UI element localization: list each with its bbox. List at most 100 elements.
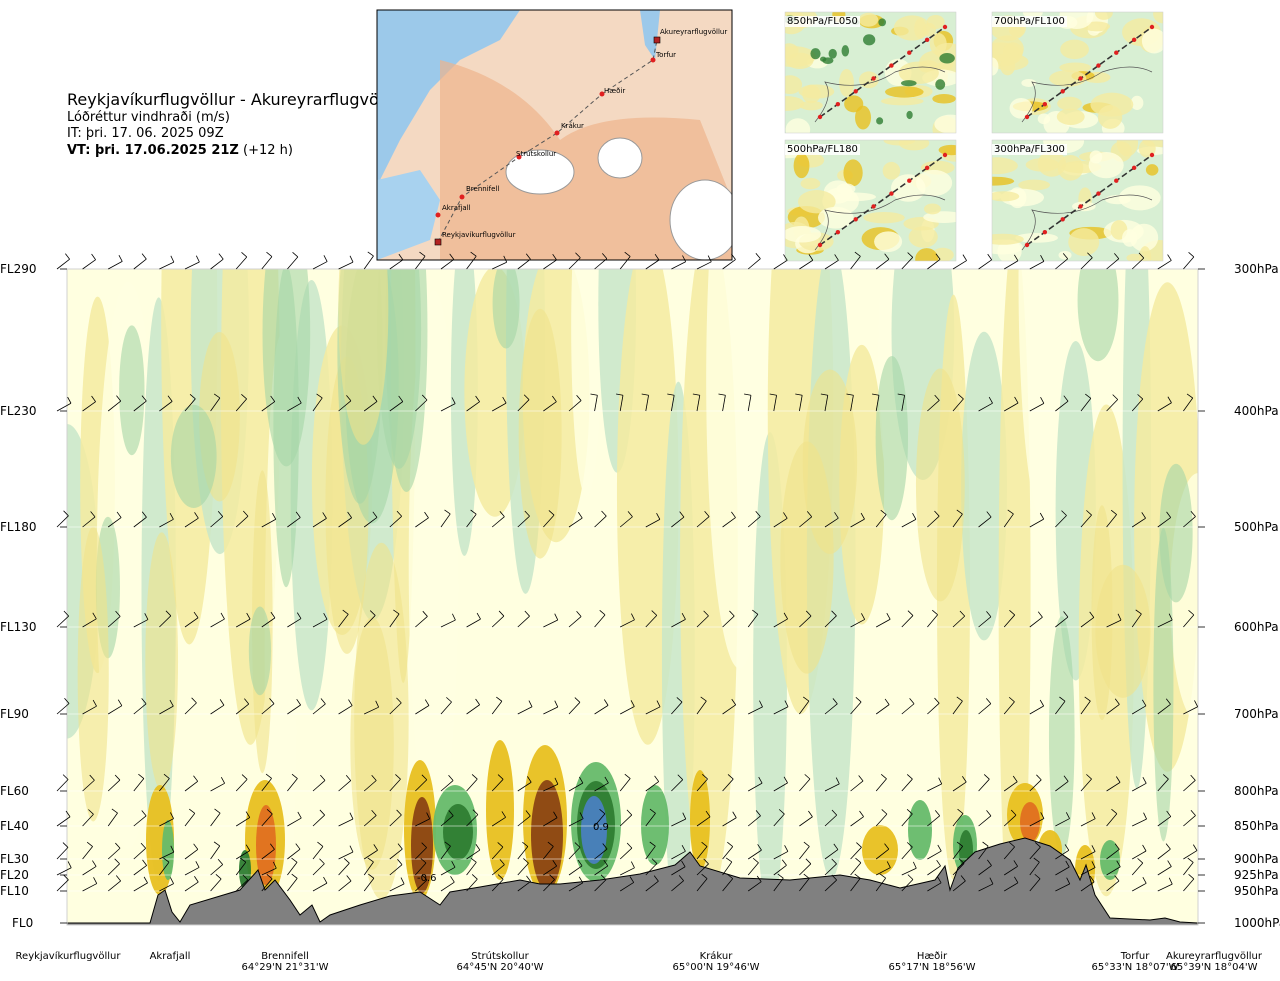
wind-barb-flag (982, 841, 989, 847)
wind-barb-flag (245, 844, 251, 851)
wind-barb (747, 810, 761, 827)
wind-barb (82, 774, 95, 792)
wind-barb-staff (543, 846, 554, 860)
field-cell (486, 740, 514, 880)
wind-barb-flag (239, 857, 247, 863)
wind-barb-staff (287, 817, 302, 827)
inset-field-blob (992, 157, 1018, 175)
ylabel-left-0: FL290 (0, 262, 37, 276)
wind-barb-flag (1192, 844, 1198, 851)
wind-barb (722, 774, 734, 792)
field-column (998, 269, 1031, 925)
wind-barb (1080, 393, 1092, 412)
wind-barb-flag (806, 511, 813, 518)
wind-barb-flag (1112, 394, 1118, 400)
wind-barb (492, 396, 507, 412)
wind-barb-staff (1157, 619, 1173, 628)
wind-barb-flag (654, 253, 660, 261)
wind-barb-staff (389, 778, 401, 792)
wind-barb-staff (184, 780, 198, 792)
wind-barb (671, 875, 684, 892)
wind-barb-flag (1040, 812, 1045, 819)
wind-barb (927, 510, 940, 528)
wind-barb (568, 697, 581, 715)
wind-barb-flag (117, 699, 123, 706)
wind-barb (850, 842, 862, 860)
wind-barb (338, 511, 352, 528)
wind-barb-flag (349, 812, 354, 820)
wind-barb-flag (424, 699, 430, 706)
wind-barb-flag (241, 252, 248, 258)
field-cell (1020, 802, 1040, 842)
wind-barb-staff (568, 882, 583, 892)
wind-barb (1003, 254, 1019, 270)
wind-barb-staff (978, 865, 992, 876)
wind-barb-flag (1110, 509, 1117, 515)
wind-barb-staff (159, 861, 170, 876)
wind-barb (744, 393, 752, 412)
wind-barb (491, 511, 505, 528)
wind-barb-flag (681, 844, 686, 852)
wind-barb-staff (338, 705, 353, 715)
wind-barb-staff (799, 878, 810, 892)
wind-barb-staff (159, 778, 170, 792)
ylabel-right-5: 800hPa (1234, 784, 1279, 798)
wind-barb-flag (372, 395, 378, 402)
inset-field-blob-strong (935, 79, 946, 90)
wind-barb (568, 812, 584, 827)
wind-barb (1131, 394, 1144, 412)
waypoint-label-krakur: Krákur 65°00'N 19°46'W (673, 951, 760, 973)
wind-barb-flag (219, 699, 225, 706)
wind-barb-staff (312, 703, 326, 715)
wind-barb-staff (850, 878, 861, 892)
wind-barb-staff (287, 878, 298, 892)
waypoint-label-haedir: Hæðir 65°17'N 18°56'W (889, 951, 976, 973)
wind-barb (1080, 861, 1096, 876)
wind-barb-flag (752, 857, 759, 864)
wind-barb (517, 510, 530, 528)
field-column (961, 331, 1008, 641)
wind-barb-flag (651, 858, 658, 864)
wind-barb-flag (270, 395, 276, 402)
wind-barb-staff (133, 865, 147, 876)
wind-barb-staff (799, 846, 810, 860)
wind-barb-staff (722, 878, 734, 892)
wind-barb-flag (115, 875, 121, 882)
ylabel-right-2: 500hPa (1234, 520, 1279, 534)
wind-barb (440, 774, 454, 792)
wind-barb-staff (978, 516, 992, 528)
wind-barb-flag (1190, 774, 1196, 781)
wind-barb-staff (1183, 706, 1198, 715)
wind-barb (133, 810, 147, 827)
wind-barb-flag (170, 845, 175, 853)
wind-barb (645, 253, 660, 270)
wind-barb-flag (554, 777, 559, 785)
wind-barb (363, 511, 378, 528)
wind-barb-staff (927, 815, 940, 827)
wind-barb-staff (927, 258, 941, 270)
wind-barb-flag (727, 841, 733, 847)
wind-barb-flag (347, 511, 352, 518)
wind-barb-staff (261, 401, 275, 412)
wind-barb (748, 776, 763, 792)
wind-barb (159, 395, 173, 412)
wind-barb (1029, 611, 1043, 628)
wind-barb-flag (727, 873, 733, 879)
wind-barb (824, 874, 837, 892)
inset-field-blob (932, 93, 956, 104)
wind-barb-flag (832, 698, 838, 705)
wind-barb (389, 774, 401, 792)
inset-waypoint (1114, 50, 1119, 55)
wind-barb-staff (747, 862, 759, 876)
wind-barb (415, 251, 426, 270)
map-label-reykjavik: Reykjavíkurflugvöllur (442, 231, 516, 239)
wind-barb (696, 873, 708, 892)
wind-barb-staff (671, 619, 686, 628)
wind-barb-flag (599, 609, 606, 616)
wind-barb (799, 774, 811, 792)
wind-barb-staff (492, 261, 507, 270)
wind-barb (491, 874, 504, 892)
wind-barb (820, 393, 829, 412)
wind-barb-flag (140, 842, 146, 849)
inset-field-blob (1009, 98, 1033, 119)
